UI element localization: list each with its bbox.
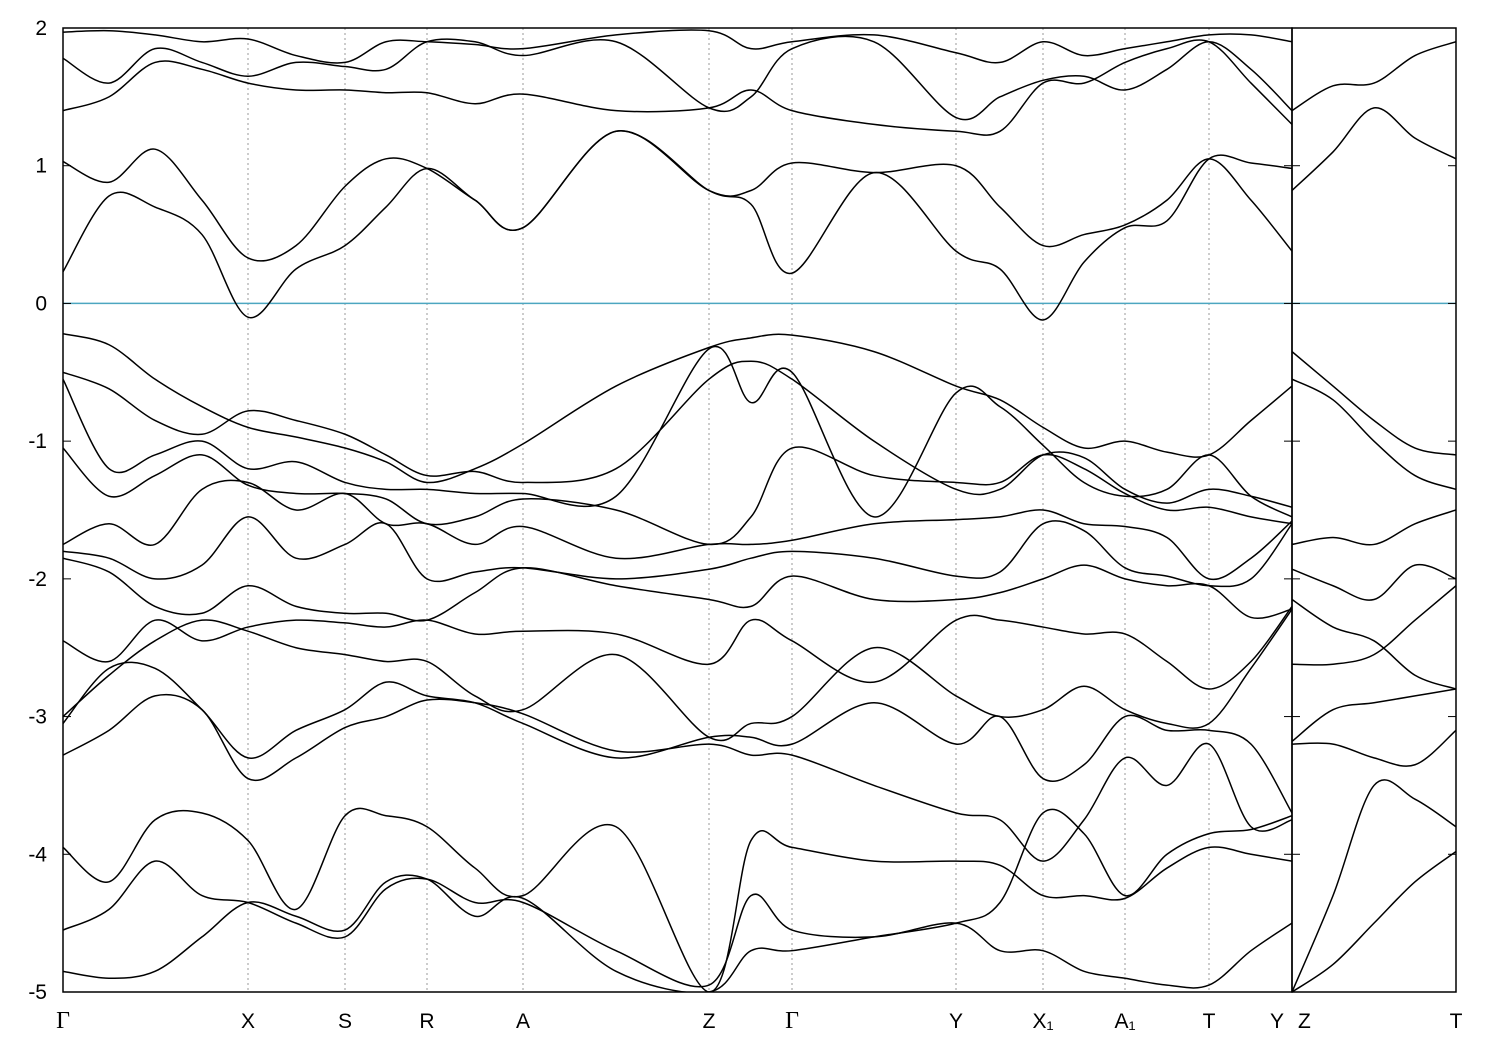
band xyxy=(1292,563,1456,601)
band xyxy=(1292,107,1456,192)
band xyxy=(63,332,1292,484)
x-tick-label: S xyxy=(338,1010,352,1033)
band xyxy=(63,693,1292,862)
y-tick-label: -1 xyxy=(28,430,47,453)
x-tick-label: X xyxy=(241,1010,255,1033)
x-tick-label: R xyxy=(419,1010,434,1033)
band xyxy=(1292,41,1456,112)
band xyxy=(63,35,1292,121)
plot-frame xyxy=(62,27,1293,993)
x-tick-label: Y xyxy=(1270,1010,1284,1033)
band xyxy=(63,39,1292,136)
y-tick-label: -3 xyxy=(28,706,47,729)
x-tick-label: A₁ xyxy=(1114,1010,1135,1033)
band xyxy=(1292,729,1456,767)
band xyxy=(63,807,1292,992)
band xyxy=(1292,378,1456,491)
panel: Γ X S R A Z Γ Y X₁ A₁ T Y -5 -4 -3 -2 -1 0 1 2 xyxy=(28,17,1293,1034)
x-tick-label: Z xyxy=(1298,1010,1311,1033)
band xyxy=(1292,598,1456,690)
x-tick-label: T xyxy=(1450,1010,1463,1033)
y-tick-label: -4 xyxy=(28,843,47,866)
band xyxy=(63,808,1292,992)
x-tick-label: Γ xyxy=(785,1008,799,1034)
x-tick-label: Y xyxy=(949,1010,963,1033)
band xyxy=(1292,688,1456,742)
band xyxy=(1292,779,1456,992)
band xyxy=(63,608,1292,742)
band xyxy=(1292,351,1456,456)
band xyxy=(63,29,1292,64)
plot-frame xyxy=(1291,27,1457,993)
band xyxy=(63,345,1292,518)
band xyxy=(63,661,1292,814)
band xyxy=(63,446,1292,546)
band xyxy=(63,130,1292,262)
y-tick-label: -5 xyxy=(28,981,47,1004)
x-tick-label: X₁ xyxy=(1032,1010,1053,1033)
band xyxy=(63,479,1292,581)
band xyxy=(63,360,1292,508)
band xyxy=(63,860,1292,989)
band xyxy=(1292,509,1456,546)
y-tick-label: -2 xyxy=(28,568,47,591)
x-tick-label: Z xyxy=(703,1010,716,1033)
x-tick-label: Γ xyxy=(56,1008,70,1034)
band xyxy=(63,605,1292,690)
band xyxy=(1292,850,1456,992)
bands xyxy=(1292,41,1456,992)
x-tick-label: A xyxy=(516,1010,530,1033)
band xyxy=(63,130,1292,321)
x-tick-label: T xyxy=(1203,1010,1216,1033)
y-tick-label: 2 xyxy=(35,17,47,40)
band xyxy=(63,516,1292,588)
y-tick-label: 0 xyxy=(35,292,47,315)
band xyxy=(1292,585,1456,666)
bands xyxy=(63,29,1292,992)
y-tick-label: 1 xyxy=(35,155,47,178)
band xyxy=(63,557,1292,622)
